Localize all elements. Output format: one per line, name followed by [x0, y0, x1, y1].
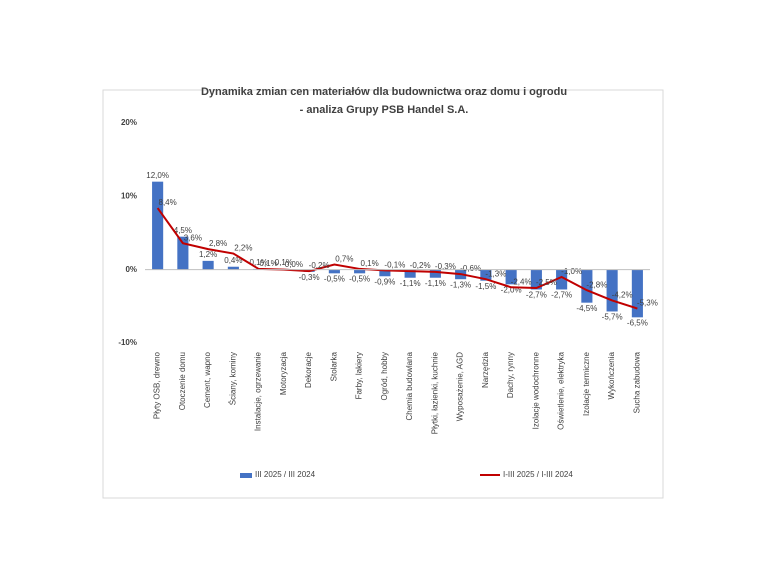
bar: [429, 269, 441, 278]
bar-label: -2,7%: [526, 291, 547, 300]
bar: [379, 269, 391, 277]
x-tick-label: Motoryzacja: [279, 351, 288, 395]
line-label: -2,8%: [586, 280, 607, 289]
x-tick-label: Instalacje, ogrzewanie: [254, 351, 263, 431]
bar-label: -5,7%: [602, 313, 623, 322]
line-label: -2,5%: [536, 278, 557, 287]
bar-label: -0,9%: [374, 277, 395, 286]
x-tick-label: Otoczenie domu: [178, 352, 187, 410]
bar-label: -1,5%: [475, 282, 496, 291]
line-label: 2,2%: [234, 244, 252, 253]
x-tick-label: Wyposażenie, AGD: [456, 352, 465, 422]
x-tick-label: Ogród, hobby: [380, 352, 389, 400]
line-label: -2,4%: [511, 277, 532, 286]
x-tick-label: Sucha zabudowa: [632, 351, 641, 413]
bar: [631, 269, 643, 318]
bar-label: -6,5%: [627, 318, 648, 327]
x-tick-label: Stolarka: [329, 351, 338, 381]
bar-label: -4,5%: [576, 304, 597, 313]
bar: [505, 269, 517, 285]
line-label: 2,8%: [209, 239, 227, 248]
x-tick-label: Chemia budowlana: [405, 351, 414, 420]
line-label: -0,2%: [309, 261, 330, 270]
y-tick-label: 10%: [121, 191, 137, 200]
x-tick-label: Dachy, rynny: [506, 352, 515, 398]
x-tick-label: Ściany, kominy: [228, 352, 237, 405]
x-tick-label: Izolacje termiczne: [582, 351, 591, 416]
line-label: -0,3%: [435, 262, 456, 271]
bar-label: -1,1%: [400, 279, 421, 288]
bar-label: 1,2%: [199, 250, 217, 259]
x-tick-label: Wykończenia: [607, 351, 616, 399]
bar: [202, 260, 214, 270]
x-tick-label: Farby, lakiery: [355, 352, 364, 399]
line-label: 3,6%: [184, 233, 202, 242]
bar: [152, 181, 164, 270]
line-label: -0,1%: [384, 261, 405, 270]
bar: [480, 269, 492, 281]
bar-label: -0,5%: [324, 274, 345, 283]
bar-label: 0,1%: [275, 258, 293, 267]
x-tick-label: Płyty OSB, drewno: [153, 351, 162, 419]
line-label: 0,7%: [335, 255, 353, 264]
line-label: 0,1%: [361, 259, 379, 268]
bar-label: 0,1%: [250, 258, 268, 267]
bar-label: 12,0%: [146, 171, 169, 180]
line-label: -5,3%: [637, 299, 658, 308]
x-tick-label: Cement, wapno: [203, 351, 212, 408]
line-label: 0,0%: [285, 260, 303, 269]
legend-label: III 2025 / III 2024: [255, 470, 316, 479]
line-label: -4,2%: [612, 291, 633, 300]
bar: [581, 269, 593, 303]
x-tick-label: Izolacje wodochronne: [531, 351, 540, 429]
line-label: -1,3%: [485, 269, 506, 278]
x-tick-label: Narzędzia: [481, 351, 490, 388]
bar: [354, 269, 366, 274]
bar-label: 0,4%: [224, 256, 242, 265]
x-tick-label: Płytki, łazienki, kuchnie: [430, 351, 439, 434]
bar: [556, 269, 568, 290]
legend-swatch: [240, 473, 252, 478]
bar: [227, 266, 239, 270]
bar-label: -0,3%: [299, 273, 320, 282]
chart-title: Dynamika zmian cen materiałów dla budown…: [201, 86, 567, 98]
line-label: -0,6%: [460, 264, 481, 273]
bar: [328, 269, 340, 274]
y-tick-label: 0%: [125, 265, 137, 274]
bar: [606, 269, 618, 312]
bar-label: -1,3%: [450, 280, 471, 289]
line-label: 8,4%: [159, 198, 177, 207]
chart-subtitle: - analiza Grupy PSB Handel S.A.: [300, 104, 469, 116]
y-tick-label: 20%: [121, 118, 137, 127]
bar: [404, 269, 416, 278]
line-label: -1,0%: [561, 267, 582, 276]
y-tick-label: -10%: [118, 338, 137, 347]
line: [156, 207, 638, 310]
x-tick-label: Oświetlenie, elektryka: [557, 351, 566, 429]
bar-label: -0,5%: [349, 274, 370, 283]
bar-label: -2,0%: [501, 285, 522, 294]
line-label: 0,1%: [260, 259, 278, 268]
legend-label: I-III 2025 / I-III 2024: [503, 470, 573, 479]
bar: [177, 236, 189, 270]
bar: [530, 269, 542, 290]
bar-label: -2,7%: [551, 291, 572, 300]
chart-frame: [102, 89, 664, 499]
x-tick-label: Dekoracje: [304, 351, 313, 388]
bar-label: -1,1%: [425, 279, 446, 288]
bar-label: 4,5%: [174, 226, 192, 235]
line-label: -0,2%: [410, 261, 431, 270]
